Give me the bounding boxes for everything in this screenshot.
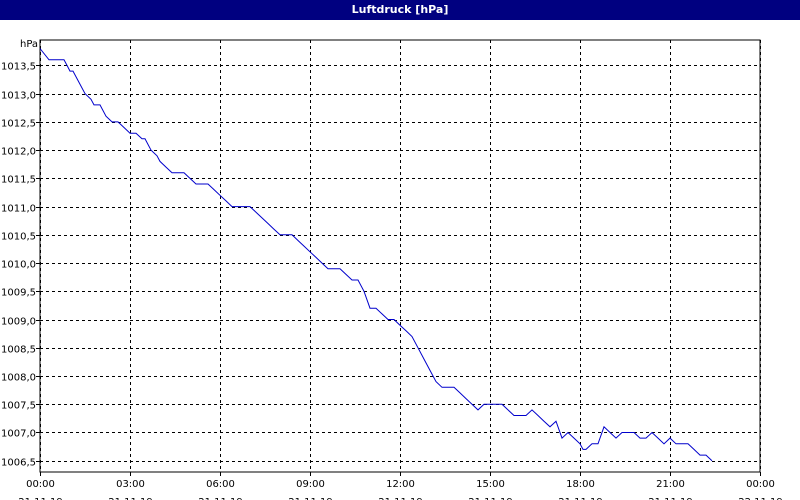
x-tick-date-label: 21.11.19 xyxy=(378,497,423,500)
y-tick-label: 1011,5 xyxy=(1,175,36,186)
y-tick-label: 1010,5 xyxy=(1,232,36,243)
x-tick-date-label: 21.11.19 xyxy=(198,497,243,500)
x-tick-time-label: 00:00 xyxy=(26,479,55,490)
y-tick-label: 1009,0 xyxy=(1,317,36,328)
x-tick-time-label: 15:00 xyxy=(476,479,505,490)
y-tick-label: 1013,0 xyxy=(1,91,36,102)
y-tick-label: 1013,5 xyxy=(1,62,36,73)
x-axis-ticks: 00:00 21.11.19 03:00 21.11.19 06:00 21.11.19 0… xyxy=(18,472,783,500)
x-tick-time-label: 12:00 xyxy=(386,479,415,490)
y-tick-label: 1006,5 xyxy=(1,458,36,469)
y-axis-ticks: 1006,5 1007,0 1007,5 1008,0 1008,5 1009,0 1009… xyxy=(1,62,40,469)
x-tick-date-label: 21.11.19 xyxy=(288,497,333,500)
y-tick-label: 1012,0 xyxy=(1,147,36,158)
y-axis-unit-label: hPa xyxy=(20,39,38,50)
x-tick-date-label: 21.11.19 xyxy=(648,497,693,500)
x-tick-date-label: 21.11.19 xyxy=(108,497,153,500)
x-tick-time-label: 03:00 xyxy=(116,479,145,490)
x-tick-time-label: 00:00 xyxy=(746,479,775,490)
x-tick-time-label: 18:00 xyxy=(566,479,595,490)
x-tick-date-label: 21.11.19 xyxy=(18,497,63,500)
series-layer xyxy=(39,48,713,462)
x-tick-time-label: 09:00 xyxy=(296,479,325,490)
chart-plot: hPa 1006,5 1007,0 1007,5 1008,0 1008,5 1009,0… xyxy=(1,39,783,500)
y-tick-label: 1007,5 xyxy=(1,401,36,412)
y-tick-label: 1007,0 xyxy=(1,429,36,440)
grid-lines xyxy=(40,40,761,472)
y-tick-label: 1010,0 xyxy=(1,260,36,271)
y-tick-label: 1009,5 xyxy=(1,288,36,299)
x-tick-date-label: 21.11.19 xyxy=(468,497,513,500)
x-tick-date-label: 21.11.19 xyxy=(558,497,603,500)
y-tick-label: 1011,0 xyxy=(1,204,36,215)
chart-title: Luftdruck [hPa] xyxy=(0,0,800,20)
y-tick-label: 1012,5 xyxy=(1,119,36,130)
y-tick-label: 1008,0 xyxy=(1,373,36,384)
x-tick-date-label: 22.11.19 xyxy=(738,497,783,500)
y-tick-label: 1008,5 xyxy=(1,345,36,356)
x-tick-time-label: 06:00 xyxy=(206,479,235,490)
series-line xyxy=(39,48,713,462)
x-tick-time-label: 21:00 xyxy=(656,479,685,490)
